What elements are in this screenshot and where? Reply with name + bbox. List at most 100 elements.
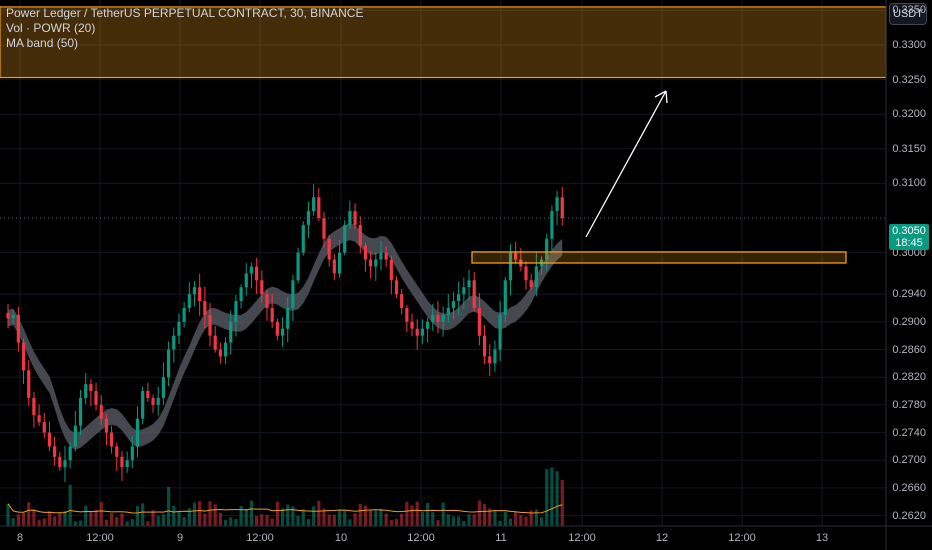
- volume-bar: [498, 520, 502, 526]
- volume-bar: [135, 505, 140, 526]
- volume-bar: [104, 519, 109, 526]
- volume-bar: [32, 509, 36, 526]
- last-price-tag: 0.3050 18:45: [889, 224, 929, 250]
- ma-band-indicator-label[interactable]: MA band (50): [6, 36, 79, 50]
- volume-bar: [229, 517, 233, 526]
- volume-bar: [177, 511, 181, 526]
- volume-bar: [405, 501, 409, 526]
- candle-body: [534, 266, 538, 288]
- candle-body: [125, 460, 129, 468]
- candle-body: [42, 422, 46, 433]
- volume-bar: [239, 506, 243, 526]
- price-tick-label: 0.2620: [892, 509, 926, 522]
- candle-body: [410, 321, 414, 329]
- support-zone[interactable]: [471, 251, 847, 264]
- price-tick-label: 0.3300: [892, 38, 926, 51]
- chart-legend: Power Ledger / TetherUS PERPETUAL CONTRA…: [6, 6, 363, 51]
- candle-body: [472, 280, 476, 308]
- volume-bar: [244, 509, 248, 526]
- volume-bar: [84, 505, 88, 526]
- time-tick-label: 11: [495, 532, 507, 544]
- candle-body: [384, 252, 388, 260]
- candle-body: [332, 259, 336, 274]
- candle-body: [110, 432, 114, 447]
- volume-bar: [358, 503, 362, 526]
- volume-bar: [317, 500, 321, 526]
- time-tick-label: 12:00: [86, 532, 114, 544]
- candle-body: [400, 294, 404, 308]
- candle-body: [265, 294, 269, 308]
- ma-band: [8, 223, 563, 450]
- volume-bar: [374, 510, 378, 526]
- volume-bar: [400, 513, 404, 526]
- volume-bar: [306, 519, 311, 526]
- volume-bars: [6, 467, 564, 526]
- candle-body: [187, 294, 191, 308]
- volume-bar: [234, 519, 238, 526]
- volume-bar: [441, 502, 445, 526]
- candle-body: [141, 391, 145, 419]
- candle-body: [348, 211, 352, 225]
- volume-bar: [218, 512, 222, 526]
- currency-button[interactable]: USDT: [889, 3, 927, 25]
- volume-bar: [332, 514, 336, 526]
- volume-bar: [503, 511, 507, 526]
- volume-bar: [151, 510, 155, 526]
- candle-body: [488, 356, 492, 364]
- candle-body: [358, 224, 362, 246]
- candle-body: [550, 211, 554, 239]
- volume-bar: [280, 508, 285, 526]
- volume-bar: [275, 501, 279, 526]
- volume-bar: [146, 521, 150, 526]
- time-tick-label: 12:00: [728, 532, 756, 544]
- volume-bar: [208, 501, 212, 526]
- volume-bar: [493, 510, 497, 526]
- candle-body: [27, 370, 31, 398]
- resistance-zone[interactable]: [0, 6, 887, 79]
- volume-bar: [172, 505, 176, 526]
- candle-body: [296, 252, 300, 281]
- volume-bar: [550, 467, 554, 526]
- candle-body: [451, 301, 456, 308]
- volume-bar: [141, 503, 145, 526]
- projection-arrow[interactable]: [585, 90, 667, 238]
- price-tick-label: 0.2780: [892, 398, 926, 411]
- candle-body: [249, 266, 254, 274]
- time-tick-label: 9: [176, 532, 184, 544]
- price-tick-label: 0.3350: [892, 4, 926, 17]
- candle-body: [394, 280, 399, 295]
- volume-bar: [394, 518, 399, 526]
- volume-bar: [451, 516, 456, 526]
- volume-bar: [286, 504, 290, 526]
- volume-indicator-label[interactable]: Vol · POWR (20): [6, 21, 96, 35]
- candle-body: [379, 252, 383, 260]
- candle-body: [130, 446, 134, 461]
- candle-body: [286, 307, 290, 329]
- candle-body: [260, 280, 264, 295]
- candle-body: [369, 259, 373, 267]
- volume-bar: [53, 516, 57, 526]
- candle-body: [115, 446, 119, 457]
- candle-body: [213, 335, 217, 350]
- volume-bar: [58, 513, 62, 526]
- price-tick-label: 0.2740: [892, 426, 926, 439]
- volume-bar: [47, 511, 52, 526]
- candle-body: [94, 391, 98, 405]
- volume-bar: [322, 508, 326, 526]
- volume-bar: [462, 520, 466, 526]
- candle-body: [415, 328, 419, 336]
- candle-body: [529, 280, 533, 288]
- volume-bar: [482, 504, 487, 526]
- candle-body: [135, 418, 140, 447]
- candle-body: [89, 384, 93, 392]
- time-tick-label: 12:00: [407, 532, 435, 544]
- volume-bar: [130, 519, 134, 526]
- volume-bar: [115, 517, 119, 526]
- volume-bar: [27, 502, 31, 526]
- candle-body: [555, 197, 559, 212]
- volume-bar: [560, 479, 564, 526]
- symbol-title[interactable]: Power Ledger / TetherUS PERPETUAL CONTRA…: [6, 6, 364, 20]
- time-tick-label: 12: [655, 532, 669, 544]
- price-tick-label: 0.3150: [892, 142, 926, 155]
